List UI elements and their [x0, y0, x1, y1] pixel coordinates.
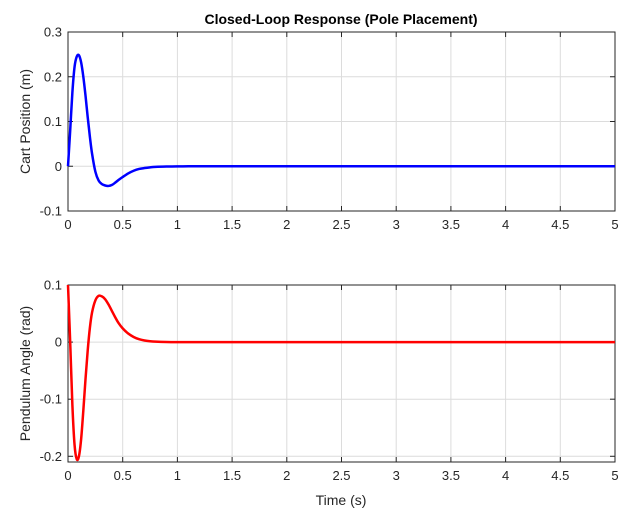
x-tick-label: 4.5 — [551, 468, 569, 483]
x-tick-label: 0.5 — [114, 217, 132, 232]
x-tick-label: 1 — [174, 217, 181, 232]
x-tick-label: 3.5 — [442, 217, 460, 232]
y-tick-label: 0 — [55, 335, 62, 350]
x-tick-label: 5 — [611, 217, 618, 232]
x-tick-label: 3 — [393, 217, 400, 232]
cart-position-series-line — [66, 53, 615, 188]
x-tick-label: 2.5 — [332, 468, 350, 483]
y-tick-label: 0 — [55, 159, 62, 174]
x-tick-label: 2 — [283, 217, 290, 232]
x-tick-label: 4.5 — [551, 217, 569, 232]
x-tick-label: 1.5 — [223, 217, 241, 232]
x-tick-label: 3.5 — [442, 468, 460, 483]
ylabel-cart-position: Cart Position (m) — [17, 69, 33, 174]
x-tick-label: 4 — [502, 468, 509, 483]
x-tick-label: 0 — [64, 468, 71, 483]
y-tick-label: 0.1 — [44, 114, 62, 129]
y-tick-label: -0.2 — [40, 449, 62, 464]
x-tick-label: 0.5 — [114, 468, 132, 483]
x-tick-label: 2.5 — [332, 217, 350, 232]
y-tick-label: -0.1 — [40, 392, 62, 407]
ylabel-pendulum-angle: Pendulum Angle (rad) — [17, 306, 33, 441]
y-tick-label: 0.3 — [44, 25, 62, 40]
x-tick-label: 3 — [393, 468, 400, 483]
x-tick-label: 1.5 — [223, 468, 241, 483]
xlabel-time: Time (s) — [316, 492, 367, 508]
x-tick-label: 5 — [611, 468, 618, 483]
x-tick-label: 1 — [174, 468, 181, 483]
pendulum-angle-plot: 0 0.5 1 1.5 2 2.5 3 3.5 4 4.5 5 -0.2 -0.1 0 0.1 Pendul… — [17, 278, 619, 509]
y-tick-label: -0.1 — [40, 204, 62, 219]
x-tick-label: 2 — [283, 468, 290, 483]
y-tick-label: 0.1 — [44, 278, 62, 293]
cart-position-plot: 0 0.5 1 1.5 2 2.5 3 3.5 4 4.5 5-0.100.10.20.3 Cart… — [17, 25, 619, 233]
pendulum-angle-series-line — [66, 284, 615, 462]
chart-title: Closed-Loop Response (Pole Placement) — [204, 11, 477, 27]
x-tick-label: 4 — [502, 217, 509, 232]
y-tick-label: 0.2 — [44, 69, 62, 84]
x-tick-label: 0 — [64, 217, 71, 232]
